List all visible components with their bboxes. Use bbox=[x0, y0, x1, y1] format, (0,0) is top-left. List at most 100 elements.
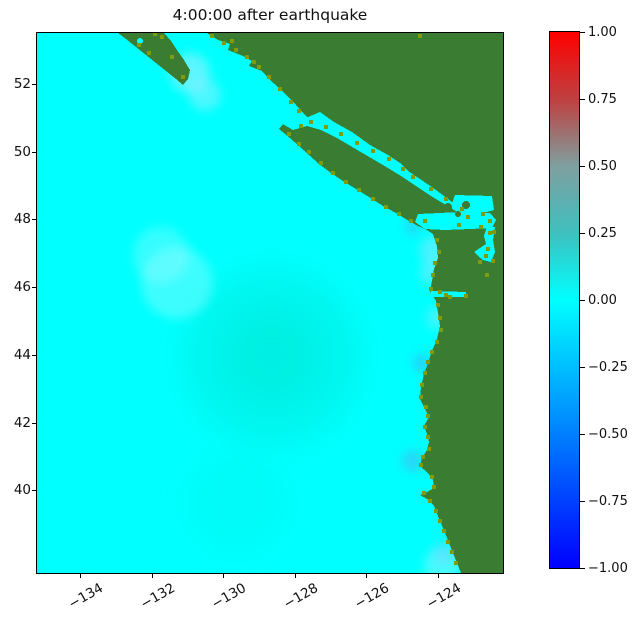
y-tick-mark bbox=[32, 84, 37, 85]
colorbar-tick-label: 1.00 bbox=[588, 25, 617, 40]
shore-speckle bbox=[488, 219, 492, 223]
shore-speckle bbox=[181, 75, 185, 79]
colorbar-tick-mark bbox=[580, 568, 585, 569]
colorbar-tick-label: 0.50 bbox=[588, 159, 617, 174]
islet bbox=[444, 203, 452, 211]
shore-speckle bbox=[307, 150, 311, 154]
y-tick-label: 40 bbox=[13, 482, 31, 498]
shore-speckle bbox=[426, 435, 430, 439]
water-channels bbox=[137, 38, 496, 297]
y-tick-label: 44 bbox=[13, 347, 31, 363]
shore-speckle bbox=[371, 197, 375, 201]
y-tick-mark bbox=[32, 423, 37, 424]
colorbar-tick-label: −0.25 bbox=[588, 360, 628, 375]
colorbar-tick-mark bbox=[580, 166, 585, 167]
shore-speckle bbox=[418, 34, 422, 38]
colorbar-tick-mark bbox=[580, 233, 585, 234]
shore-speckle bbox=[309, 120, 313, 124]
shore-speckle bbox=[299, 124, 303, 128]
shore-speckle bbox=[355, 141, 359, 145]
shore-speckle bbox=[153, 33, 157, 36]
shore-speckle bbox=[492, 230, 496, 234]
y-tick-mark bbox=[32, 152, 37, 153]
colorbar-tick-label: −0.50 bbox=[588, 427, 628, 442]
shore-speckle bbox=[384, 205, 388, 209]
shore-speckle bbox=[387, 157, 391, 161]
shore-speckle bbox=[454, 561, 458, 565]
colorbar-tick-mark bbox=[580, 434, 585, 435]
shore-speckle bbox=[479, 225, 483, 229]
shore-speckle bbox=[257, 65, 261, 69]
shore-speckle bbox=[436, 303, 440, 307]
shore-speckle bbox=[357, 188, 361, 192]
shore-speckle bbox=[426, 414, 430, 418]
shore-speckle bbox=[450, 550, 454, 554]
shore-speckle bbox=[442, 529, 446, 533]
channel-strait-of-juan-de-fuca bbox=[415, 212, 496, 230]
shore-speckle bbox=[444, 197, 448, 201]
shore-speckle bbox=[429, 287, 433, 291]
shore-speckle bbox=[429, 187, 433, 191]
shore-speckle bbox=[422, 491, 426, 495]
colorbar-tick-mark bbox=[580, 32, 585, 33]
y-tick-label: 52 bbox=[13, 76, 31, 92]
shore-speckle bbox=[435, 340, 439, 344]
shore-speckle bbox=[432, 485, 436, 489]
shore-speckle bbox=[430, 475, 434, 479]
shore-speckle bbox=[245, 55, 249, 59]
shore-speckle bbox=[431, 273, 435, 277]
shore-speckle bbox=[170, 55, 174, 59]
shore-speckle bbox=[252, 60, 256, 64]
y-tick-label: 50 bbox=[13, 144, 31, 160]
shore-speckle bbox=[137, 43, 141, 47]
plot-frame bbox=[36, 32, 504, 574]
y-tick-mark bbox=[32, 355, 37, 356]
shore-speckle bbox=[433, 261, 437, 265]
x-tick-mark bbox=[223, 573, 224, 578]
shore-speckle bbox=[424, 405, 428, 409]
shore-speckle bbox=[427, 447, 431, 451]
colorbar-tick-label: −0.75 bbox=[588, 494, 628, 509]
shore-speckle bbox=[437, 250, 441, 254]
shore-speckle bbox=[420, 383, 424, 387]
shore-speckle bbox=[438, 316, 442, 320]
colorbar-tick-label: 0.00 bbox=[588, 293, 617, 308]
wave-patch bbox=[133, 227, 189, 283]
colorbar-tick-label: −1.00 bbox=[588, 561, 628, 576]
colorbar-gradient bbox=[549, 31, 580, 569]
y-tick-label: 46 bbox=[13, 279, 31, 295]
wave-patches bbox=[133, 53, 460, 573]
shore-speckle bbox=[457, 223, 461, 227]
shore-speckle bbox=[234, 48, 238, 52]
shore-speckle bbox=[419, 395, 423, 399]
shore-speckle bbox=[267, 75, 271, 79]
x-tick-mark bbox=[152, 573, 153, 578]
x-tick-mark bbox=[366, 573, 367, 578]
shore-speckle bbox=[324, 125, 328, 129]
shore-speckle bbox=[289, 100, 293, 104]
x-tick-mark bbox=[438, 573, 439, 578]
shore-speckle bbox=[486, 247, 490, 251]
shore-speckle bbox=[339, 132, 343, 136]
water-dot bbox=[137, 38, 143, 44]
shore-speckle bbox=[230, 39, 234, 43]
shore-speckle bbox=[488, 231, 492, 235]
shore-speckle bbox=[478, 260, 482, 264]
shore-speckle bbox=[411, 175, 415, 179]
shore-speckle bbox=[397, 212, 401, 216]
shore-speckle bbox=[464, 294, 468, 298]
shore-speckle bbox=[444, 293, 448, 297]
colorbar-tick-mark bbox=[580, 501, 585, 502]
shore-speckle bbox=[438, 519, 442, 523]
shore-speckle bbox=[491, 259, 495, 263]
colorbar-tick-label: 0.75 bbox=[588, 92, 617, 107]
shore-speckle bbox=[278, 87, 282, 91]
shore-speckle bbox=[160, 35, 164, 39]
shore-speckle bbox=[434, 509, 438, 513]
shore-speckle bbox=[423, 219, 427, 223]
wave-patch bbox=[402, 450, 424, 472]
y-tick-mark bbox=[32, 219, 37, 220]
y-tick-mark bbox=[32, 287, 37, 288]
islet bbox=[455, 211, 461, 217]
